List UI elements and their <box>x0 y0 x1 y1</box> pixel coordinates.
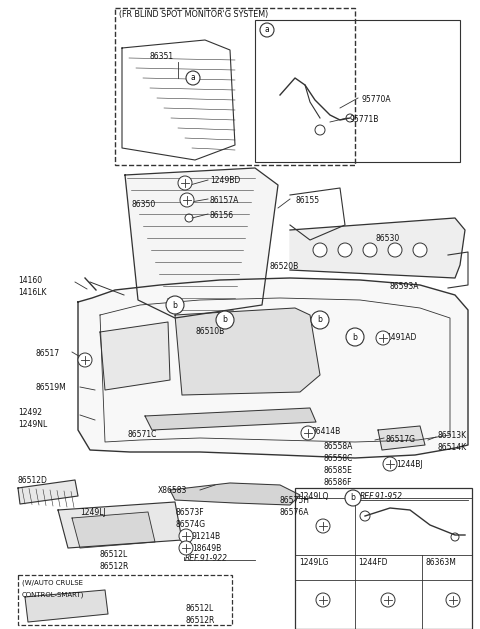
Circle shape <box>381 593 395 607</box>
Polygon shape <box>145 408 316 430</box>
Circle shape <box>179 541 193 555</box>
Polygon shape <box>25 590 108 622</box>
Text: b: b <box>350 494 355 503</box>
Text: b: b <box>173 301 178 309</box>
Text: b: b <box>353 333 358 342</box>
Text: 1491AD: 1491AD <box>386 333 416 342</box>
Circle shape <box>178 176 192 190</box>
Polygon shape <box>58 502 182 548</box>
Text: 1249BD: 1249BD <box>210 176 240 185</box>
Text: 86517G: 86517G <box>386 435 416 444</box>
Circle shape <box>180 193 194 207</box>
Polygon shape <box>175 308 320 395</box>
Circle shape <box>179 529 193 543</box>
Text: 86573F: 86573F <box>175 508 204 517</box>
Text: 95770A: 95770A <box>362 95 392 104</box>
Text: 86520B: 86520B <box>270 262 299 271</box>
Text: 86351: 86351 <box>150 52 174 61</box>
Circle shape <box>78 353 92 367</box>
Circle shape <box>360 511 370 521</box>
Polygon shape <box>125 168 278 318</box>
Text: 1416LK: 1416LK <box>18 288 47 297</box>
Text: 1249LG: 1249LG <box>299 558 328 567</box>
Circle shape <box>345 490 361 506</box>
Circle shape <box>338 243 352 257</box>
Text: 86512L: 86512L <box>186 604 214 613</box>
Text: 86571C: 86571C <box>128 430 157 439</box>
Circle shape <box>315 125 325 135</box>
Text: a: a <box>191 74 195 82</box>
Circle shape <box>388 243 402 257</box>
Text: 12492: 12492 <box>18 408 42 417</box>
Text: 86575H: 86575H <box>280 496 310 505</box>
Text: REF.91-922: REF.91-922 <box>185 554 228 563</box>
Text: 86530: 86530 <box>375 234 399 243</box>
Text: (W/AUTO CRULSE: (W/AUTO CRULSE <box>22 579 83 586</box>
Circle shape <box>316 593 330 607</box>
Text: 86576A: 86576A <box>280 508 310 517</box>
Text: 86156: 86156 <box>210 211 234 220</box>
Text: REF.91-952: REF.91-952 <box>360 492 403 501</box>
Polygon shape <box>72 512 155 548</box>
Circle shape <box>186 71 200 85</box>
Circle shape <box>313 243 327 257</box>
Circle shape <box>260 23 274 37</box>
Text: 86350: 86350 <box>132 200 156 209</box>
Circle shape <box>301 426 315 440</box>
Text: CONTROL-SMART): CONTROL-SMART) <box>22 591 84 598</box>
Text: 86593A: 86593A <box>390 282 420 291</box>
Text: 86513K: 86513K <box>438 431 467 440</box>
Circle shape <box>346 114 354 122</box>
Circle shape <box>216 311 234 329</box>
Polygon shape <box>290 218 465 278</box>
Text: X86583: X86583 <box>158 486 187 495</box>
Text: 95771B: 95771B <box>350 115 379 124</box>
Text: 86510B: 86510B <box>196 327 225 336</box>
Text: 86155: 86155 <box>295 196 319 205</box>
Polygon shape <box>18 480 78 504</box>
Text: 1244BJ: 1244BJ <box>396 460 422 469</box>
Circle shape <box>363 243 377 257</box>
Circle shape <box>383 457 397 471</box>
Text: 86519M: 86519M <box>35 383 66 392</box>
Text: 1249LQ: 1249LQ <box>299 492 328 501</box>
Text: (FR BLIND SPOT MONITOR'G SYSTEM): (FR BLIND SPOT MONITOR'G SYSTEM) <box>119 10 268 19</box>
Text: 86363M: 86363M <box>426 558 457 567</box>
Circle shape <box>413 243 427 257</box>
Text: 86558A: 86558A <box>323 442 352 451</box>
Text: 86512R: 86512R <box>186 616 216 625</box>
Text: b: b <box>223 316 228 325</box>
Text: 86414B: 86414B <box>312 427 341 436</box>
Circle shape <box>346 328 364 346</box>
Circle shape <box>166 296 184 314</box>
Circle shape <box>311 311 329 329</box>
Text: a: a <box>264 26 269 35</box>
Circle shape <box>376 331 390 345</box>
Text: 86558C: 86558C <box>323 454 352 463</box>
Text: 86512D: 86512D <box>18 476 48 485</box>
Polygon shape <box>78 278 468 458</box>
Text: 86512R: 86512R <box>100 562 130 571</box>
Text: 86514K: 86514K <box>438 443 467 452</box>
Polygon shape <box>100 322 170 390</box>
Text: 86157A: 86157A <box>210 196 240 205</box>
Text: 86517: 86517 <box>35 349 59 358</box>
Text: 91214B: 91214B <box>192 532 221 541</box>
Text: 1249NL: 1249NL <box>18 420 47 429</box>
Text: b: b <box>318 316 323 325</box>
Circle shape <box>451 533 459 541</box>
Text: 14160: 14160 <box>18 276 42 285</box>
Text: 86585E: 86585E <box>323 466 352 475</box>
Circle shape <box>316 519 330 533</box>
Circle shape <box>185 214 193 222</box>
Text: 18649B: 18649B <box>192 544 221 553</box>
Text: 1249LJ: 1249LJ <box>80 508 106 517</box>
Polygon shape <box>170 483 300 505</box>
Text: 86512L: 86512L <box>100 550 128 559</box>
Text: 86586F: 86586F <box>323 478 351 487</box>
Text: 1244FD: 1244FD <box>358 558 387 567</box>
Circle shape <box>446 593 460 607</box>
Polygon shape <box>378 426 425 450</box>
Text: 86574G: 86574G <box>175 520 205 529</box>
